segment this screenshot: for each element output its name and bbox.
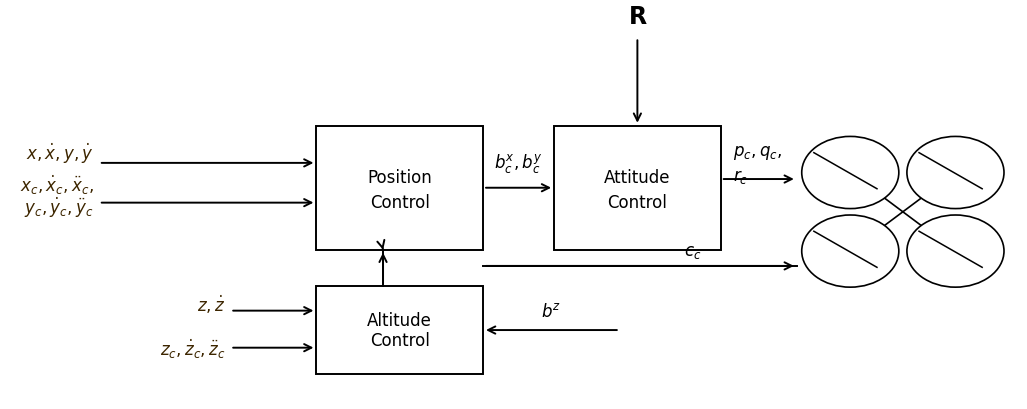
Text: $b^x_c, b^y_c$: $b^x_c, b^y_c$: [494, 152, 543, 175]
Text: Position: Position: [368, 169, 432, 187]
Text: $x, \dot{x}, y, \dot{y}$: $x, \dot{x}, y, \dot{y}$: [27, 142, 93, 166]
Text: $y_c, \dot{y}_c, \ddot{y}_c$: $y_c, \dot{y}_c, \ddot{y}_c$: [25, 196, 93, 220]
Ellipse shape: [907, 137, 1004, 209]
Text: $p_c, q_c,$: $p_c, q_c,$: [733, 144, 783, 162]
Ellipse shape: [802, 137, 899, 209]
Ellipse shape: [802, 215, 899, 287]
Text: $c_c$: $c_c$: [684, 243, 701, 261]
Bar: [316, 126, 483, 250]
Text: $b^z$: $b^z$: [541, 303, 562, 321]
Text: Control: Control: [370, 332, 429, 350]
Text: $z, \dot{z}$: $z, \dot{z}$: [197, 293, 225, 315]
Text: Attitude: Attitude: [604, 169, 671, 187]
Text: $z_c, \dot{z}_c, \ddot{z}_c$: $z_c, \dot{z}_c, \ddot{z}_c$: [159, 338, 225, 361]
Bar: [316, 286, 483, 374]
Text: $x_c, \dot{x}_c, \ddot{x}_c,$: $x_c, \dot{x}_c, \ddot{x}_c,$: [20, 174, 93, 197]
Ellipse shape: [907, 215, 1004, 287]
Text: Control: Control: [370, 193, 429, 211]
Text: Control: Control: [607, 193, 668, 211]
Text: $r_c$: $r_c$: [733, 168, 748, 186]
Text: Altitude: Altitude: [368, 312, 432, 330]
Text: $\mathbf{R}$: $\mathbf{R}$: [627, 5, 647, 29]
Bar: [554, 126, 721, 250]
